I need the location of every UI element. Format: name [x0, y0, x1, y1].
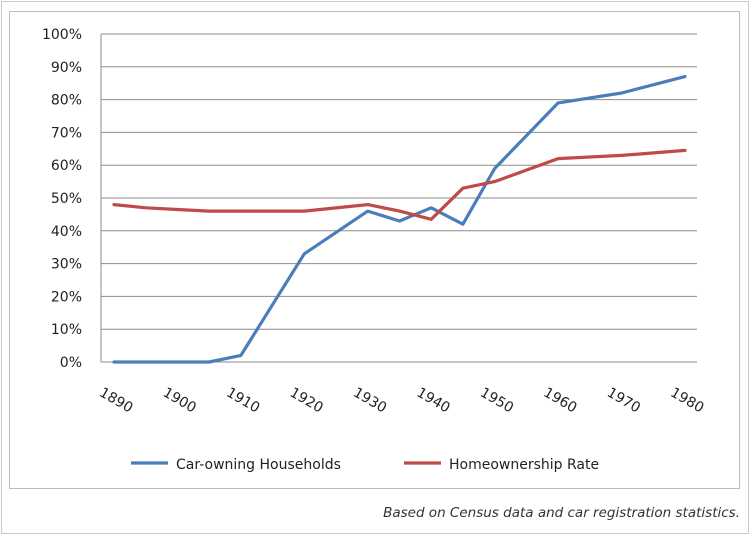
legend-label: Homeownership Rate — [449, 457, 599, 473]
y-tick-label: 10% — [51, 322, 82, 338]
y-tick-label: 20% — [51, 289, 82, 305]
y-tick-label: 80% — [51, 93, 82, 109]
x-tick-label: 1890 — [97, 385, 136, 417]
y-axis-ticks: 0% 10% 20% 30% 40% 50% 60% 70% 80% 90% 100% — [42, 27, 82, 371]
x-tick-label: 1960 — [541, 385, 580, 417]
y-tick-label: 70% — [51, 125, 82, 141]
x-tick-label: 1910 — [223, 385, 262, 417]
series-line — [112, 148, 687, 221]
series-lines — [112, 74, 687, 364]
gridlines — [100, 33, 697, 363]
x-axis-ticks: 1890 1900 1910 1920 1930 1940 1950 1960 1970 1980 — [97, 385, 707, 417]
x-tick-label: 1930 — [350, 385, 389, 417]
legend-label: Car-owning Households — [176, 457, 341, 473]
x-tick-label: 1950 — [477, 385, 516, 417]
x-tick-label: 1970 — [604, 385, 643, 417]
series-line — [112, 74, 687, 364]
x-tick-label: 1940 — [414, 385, 453, 417]
y-tick-label: 50% — [51, 191, 82, 207]
y-tick-label: 40% — [51, 224, 82, 240]
x-tick-label: 1920 — [287, 385, 326, 417]
x-tick-label: 1980 — [668, 385, 707, 417]
y-tick-label: 0% — [60, 355, 82, 371]
y-tick-label: 30% — [51, 257, 82, 273]
y-tick-label: 100% — [42, 27, 82, 43]
y-tick-label: 90% — [51, 60, 82, 76]
legend: Car-owning Households Homeownership Rate — [131, 457, 599, 473]
x-tick-label: 1900 — [160, 385, 199, 417]
y-tick-label: 60% — [51, 158, 82, 174]
chart-caption: Based on Census data and car registratio… — [383, 505, 740, 521]
chart-area-border — [9, 11, 740, 489]
